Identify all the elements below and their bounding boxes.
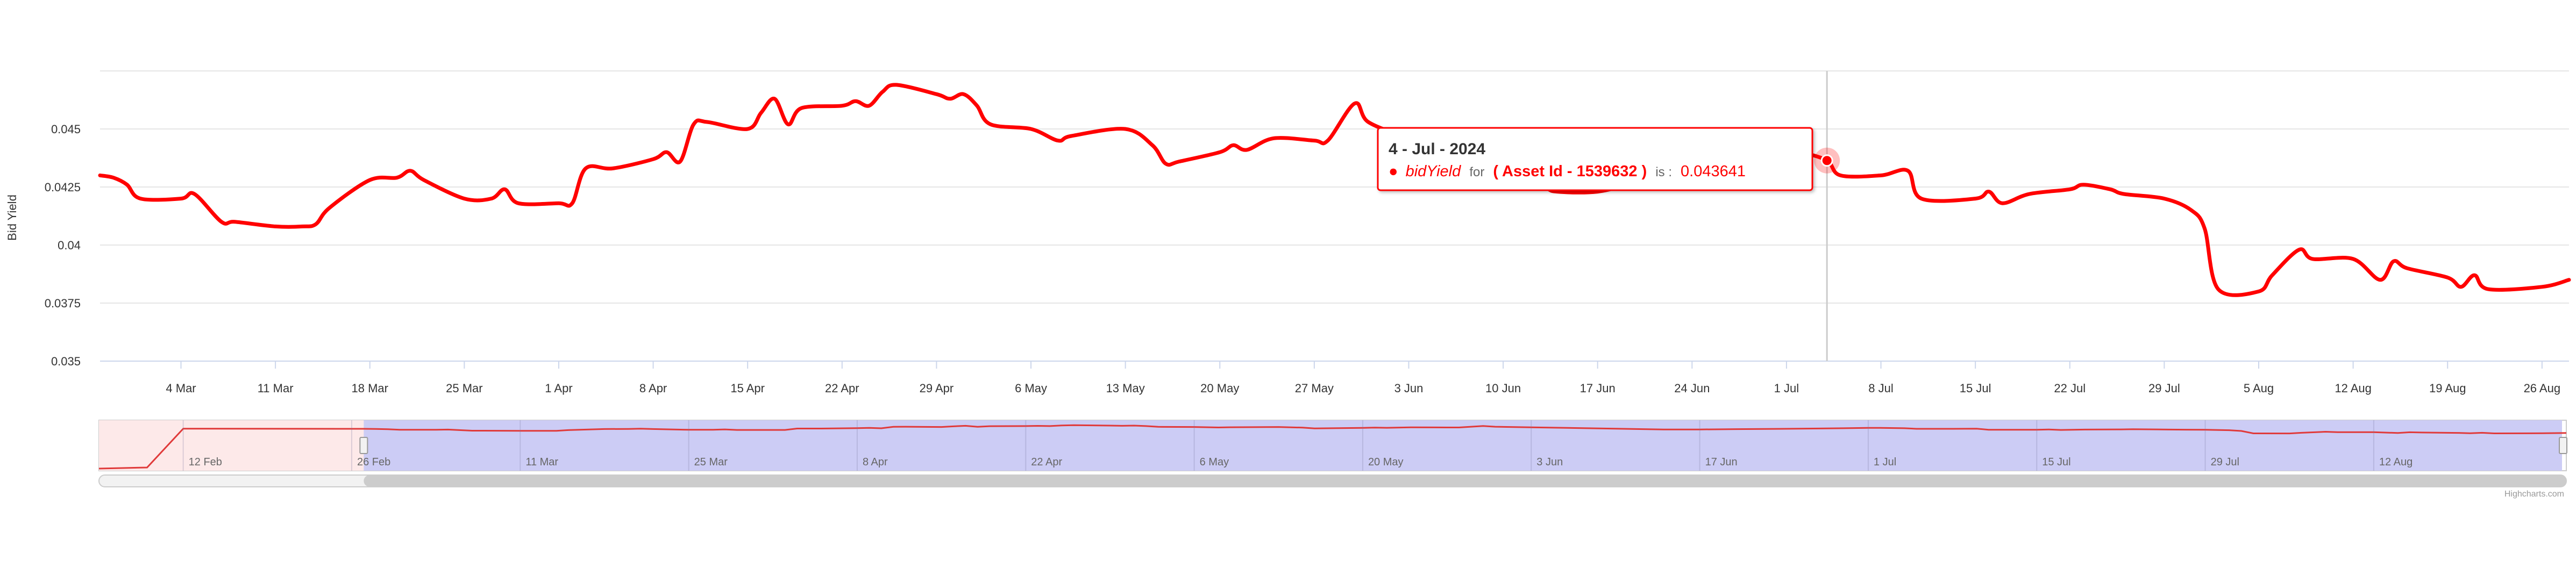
x-tick-label: 29 Jul	[2148, 382, 2180, 395]
hover-marker	[1814, 147, 1840, 174]
x-tick-label: 29 Apr	[920, 382, 954, 395]
x-tick-label: 1 Apr	[545, 382, 572, 395]
navigator-label: 25 Mar	[694, 456, 728, 468]
navigator-label: 22 Apr	[1031, 456, 1062, 468]
tooltip-bullet: ●	[1389, 163, 1398, 180]
x-tick-label: 12 Aug	[2335, 382, 2372, 395]
x-tick-label: 25 Mar	[446, 382, 482, 395]
x-tick-label: 1 Jul	[1774, 382, 1799, 395]
tooltip-series-name: bidYield	[1406, 163, 1462, 180]
navigator-label: 8 Apr	[863, 456, 888, 468]
x-tick-label: 15 Apr	[730, 382, 765, 395]
x-tick-label: 20 May	[1200, 382, 1239, 395]
x-tick-label: 3 Jun	[1394, 382, 1424, 395]
credits[interactable]: Highcharts.com	[2504, 490, 2564, 499]
x-tick-label: 18 Mar	[352, 382, 388, 395]
tooltip-is: is :	[1655, 165, 1672, 179]
y-tick-label: 0.0425	[45, 181, 81, 194]
navigator-label: 15 Jul	[2042, 456, 2070, 468]
tooltip-box	[1377, 127, 1813, 191]
y-tick-label: 0.0375	[45, 297, 81, 310]
x-tick-label: 11 Mar	[258, 382, 294, 395]
navigator-selection[interactable]	[364, 420, 2563, 471]
y-tick-label: 0.035	[51, 355, 81, 368]
y-axis-labels: 0.035 0.0375 0.04 0.0425 0.045	[45, 123, 81, 368]
x-tick-label: 22 Jul	[2054, 382, 2086, 395]
y-axis-title: Bid Yield	[5, 195, 19, 241]
navigator-series	[98, 424, 2567, 470]
tooltip: 4 - Jul - 2024 ● bidYield for ( Asset Id…	[1377, 127, 1813, 191]
x-tick-label: 8 Jul	[1868, 382, 1893, 395]
navigator-label: 20 May	[1368, 456, 1404, 468]
x-axis: 4 Mar 11 Mar 18 Mar 25 Mar 1 Apr 8 Apr 15 Apr 2…	[100, 361, 2569, 395]
navigator-label: 26 Feb	[357, 456, 390, 468]
navigator-label: 11 Mar	[525, 456, 558, 468]
tooltip-asset: ( Asset Id - 1539632 )	[1493, 163, 1647, 180]
navigator-label: 29 Jul	[2211, 456, 2239, 468]
navigator-label: 12 Aug	[2379, 456, 2413, 468]
series-bidyield[interactable]	[98, 83, 2571, 297]
x-tick-label: 4 Mar	[166, 382, 196, 395]
x-tick-label: 24 Jun	[1674, 382, 1710, 395]
x-tick-label: 5 Aug	[2244, 382, 2274, 395]
navigator-handle-right[interactable]	[2559, 437, 2567, 454]
x-tick-label: 22 Apr	[825, 382, 859, 395]
series-line-bidyield[interactable]	[98, 83, 2571, 297]
x-tick-label: 6 May	[1015, 382, 1047, 395]
navigator-label: 6 May	[1200, 456, 1229, 468]
tooltip-date: 4 - Jul - 2024	[1389, 140, 1485, 158]
x-tick-label: 19 Aug	[2429, 382, 2466, 395]
navigator-label: 12 Feb	[189, 456, 222, 468]
tooltip-line: ● bidYield for ( Asset Id - 1539632 ) is…	[1389, 163, 1746, 180]
navigator[interactable]: 12 Feb 26 Feb 11 Mar 25 Mar 8 Apr 22 Apr 6 May…	[98, 420, 2567, 471]
navigator-unselected	[99, 420, 364, 471]
scrollbar[interactable]	[98, 474, 2567, 487]
y-tick-label: 0.045	[51, 123, 81, 136]
x-tick-label: 15 Jul	[1960, 382, 1991, 395]
scrollbar-thumb[interactable]	[364, 475, 2567, 487]
x-tick-label: 26 Aug	[2524, 382, 2561, 395]
x-tick-label: 13 May	[1106, 382, 1145, 395]
navigator-label: 1 Jul	[1874, 456, 1896, 468]
hover-point	[1820, 154, 1833, 167]
navigator-label: 3 Jun	[1536, 456, 1563, 468]
x-tick-label: 10 Jun	[1485, 382, 1521, 395]
x-tick-label: 8 Apr	[639, 382, 667, 395]
x-tick-label: 27 May	[1295, 382, 1334, 395]
x-tick-label: 17 Jun	[1580, 382, 1616, 395]
y-tick-label: 0.04	[58, 239, 81, 252]
navigator-handle-left[interactable]	[359, 437, 368, 454]
navigator-label: 17 Jun	[1705, 456, 1738, 468]
tooltip-value: 0.043641	[1681, 163, 1746, 180]
tooltip-for: for	[1469, 165, 1484, 179]
